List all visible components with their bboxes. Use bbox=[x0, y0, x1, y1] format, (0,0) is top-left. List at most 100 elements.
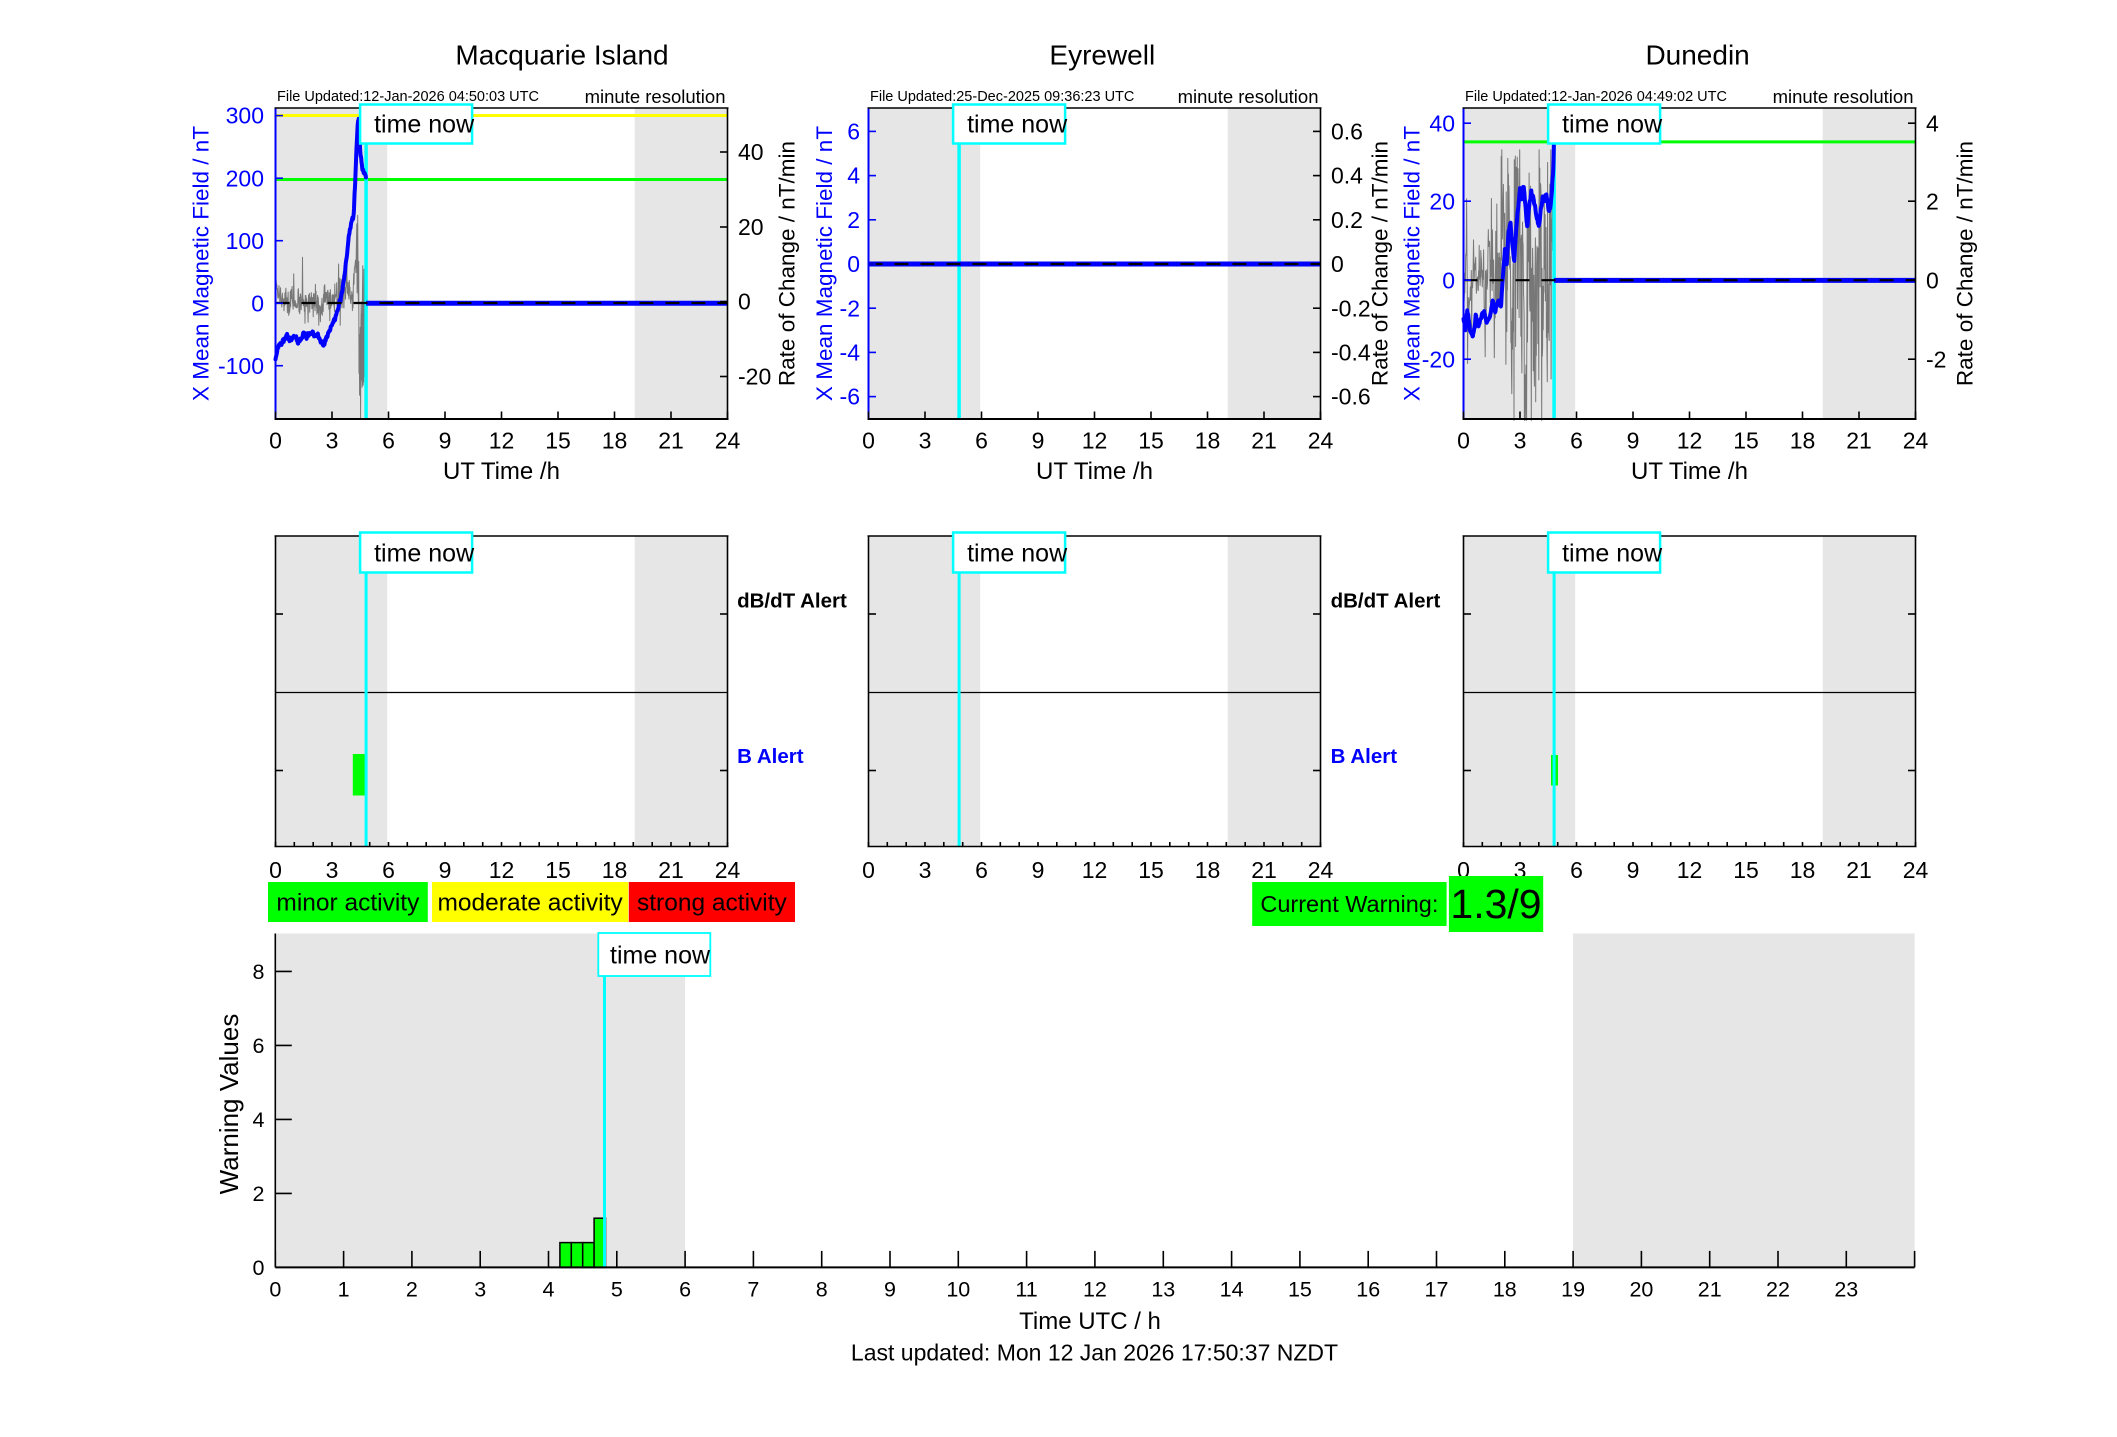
svg-text:12: 12 bbox=[489, 427, 515, 453]
svg-text:dB/dT Alert: dB/dT Alert bbox=[1331, 590, 1441, 613]
svg-text:0: 0 bbox=[862, 857, 875, 883]
svg-text:0: 0 bbox=[1331, 251, 1344, 277]
svg-text:6: 6 bbox=[847, 119, 860, 145]
svg-text:24: 24 bbox=[1308, 427, 1334, 453]
svg-text:0: 0 bbox=[251, 290, 264, 316]
svg-text:X Mean Magnetic Field / nT: X Mean Magnetic Field / nT bbox=[189, 126, 214, 401]
svg-text:1: 1 bbox=[338, 1278, 350, 1302]
svg-text:moderate activity: moderate activity bbox=[438, 890, 624, 917]
svg-text:Warning Values: Warning Values bbox=[214, 1014, 244, 1195]
svg-text:4: 4 bbox=[847, 163, 860, 189]
svg-text:18: 18 bbox=[1790, 427, 1816, 453]
svg-text:6: 6 bbox=[253, 1034, 265, 1058]
svg-text:B Alert: B Alert bbox=[737, 745, 804, 768]
svg-text:15: 15 bbox=[545, 427, 571, 453]
svg-text:18: 18 bbox=[602, 427, 628, 453]
svg-text:minute resolution: minute resolution bbox=[1773, 86, 1914, 107]
svg-text:9: 9 bbox=[1032, 857, 1045, 883]
svg-text:0: 0 bbox=[253, 1256, 265, 1280]
svg-text:File Updated:12-Jan-2026 04:49: File Updated:12-Jan-2026 04:49:02 UTC bbox=[1465, 89, 1727, 105]
svg-text:Macquarie Island: Macquarie Island bbox=[455, 40, 668, 71]
svg-text:5: 5 bbox=[611, 1278, 623, 1302]
svg-text:-0.2: -0.2 bbox=[1331, 295, 1371, 321]
svg-text:0: 0 bbox=[738, 289, 751, 315]
svg-text:minute resolution: minute resolution bbox=[1178, 86, 1319, 107]
svg-text:4: 4 bbox=[253, 1108, 265, 1132]
svg-text:14: 14 bbox=[1220, 1278, 1244, 1302]
svg-text:6: 6 bbox=[1570, 857, 1583, 883]
svg-text:15: 15 bbox=[545, 857, 571, 883]
svg-text:4: 4 bbox=[1926, 110, 1939, 136]
svg-text:Current Warning:: Current Warning: bbox=[1260, 891, 1438, 917]
svg-text:12: 12 bbox=[1082, 857, 1108, 883]
svg-text:20: 20 bbox=[1429, 188, 1455, 214]
svg-text:6: 6 bbox=[975, 427, 988, 453]
svg-text:minute resolution: minute resolution bbox=[585, 86, 726, 107]
svg-text:18: 18 bbox=[1493, 1278, 1517, 1302]
svg-text:B Alert: B Alert bbox=[1331, 745, 1398, 768]
svg-text:-100: -100 bbox=[218, 353, 264, 379]
svg-text:3: 3 bbox=[919, 857, 932, 883]
svg-text:15: 15 bbox=[1733, 427, 1759, 453]
svg-text:200: 200 bbox=[226, 165, 264, 191]
svg-text:0.6: 0.6 bbox=[1331, 119, 1363, 145]
svg-text:15: 15 bbox=[1138, 857, 1164, 883]
svg-text:3: 3 bbox=[919, 427, 932, 453]
svg-text:time now: time now bbox=[374, 111, 475, 139]
svg-text:-0.4: -0.4 bbox=[1331, 340, 1371, 366]
svg-text:2: 2 bbox=[253, 1182, 265, 1206]
svg-text:time now: time now bbox=[967, 540, 1068, 568]
svg-text:X Mean Magnetic Field / nT: X Mean Magnetic Field / nT bbox=[1400, 126, 1425, 401]
svg-text:12: 12 bbox=[1677, 857, 1703, 883]
svg-text:24: 24 bbox=[1308, 857, 1334, 883]
svg-text:300: 300 bbox=[226, 103, 264, 129]
svg-text:11: 11 bbox=[1015, 1278, 1037, 1302]
svg-text:-2: -2 bbox=[1926, 346, 1946, 372]
svg-text:3: 3 bbox=[474, 1278, 486, 1302]
svg-text:6: 6 bbox=[679, 1278, 691, 1302]
svg-text:21: 21 bbox=[658, 427, 684, 453]
svg-text:13: 13 bbox=[1151, 1278, 1175, 1302]
svg-text:3: 3 bbox=[1514, 427, 1527, 453]
svg-text:2: 2 bbox=[1926, 188, 1939, 214]
svg-text:12: 12 bbox=[1083, 1278, 1107, 1302]
svg-text:time now: time now bbox=[967, 111, 1068, 139]
svg-text:18: 18 bbox=[1195, 427, 1221, 453]
svg-text:Rate of Change / nT/min: Rate of Change / nT/min bbox=[1368, 141, 1393, 386]
svg-text:21: 21 bbox=[658, 857, 684, 883]
svg-text:0: 0 bbox=[847, 251, 860, 277]
svg-text:24: 24 bbox=[1903, 857, 1929, 883]
svg-text:23: 23 bbox=[1834, 1278, 1858, 1302]
svg-text:Last updated: Mon 12 Jan 2026: Last updated: Mon 12 Jan 2026 17:50:37 N… bbox=[851, 1340, 1338, 1366]
svg-text:3: 3 bbox=[326, 857, 339, 883]
svg-text:6: 6 bbox=[1570, 427, 1583, 453]
svg-text:Time UTC / h: Time UTC / h bbox=[1019, 1308, 1161, 1335]
svg-text:9: 9 bbox=[1032, 427, 1045, 453]
svg-text:9: 9 bbox=[1627, 427, 1640, 453]
svg-text:-0.6: -0.6 bbox=[1331, 384, 1371, 410]
svg-text:-20: -20 bbox=[738, 364, 771, 390]
svg-text:time now: time now bbox=[1562, 540, 1663, 568]
svg-text:24: 24 bbox=[715, 857, 741, 883]
svg-text:40: 40 bbox=[1429, 110, 1455, 136]
svg-text:0: 0 bbox=[1926, 267, 1939, 293]
svg-text:-20: -20 bbox=[1422, 346, 1455, 372]
svg-text:1.3/9: 1.3/9 bbox=[1450, 881, 1541, 927]
svg-text:19: 19 bbox=[1561, 1278, 1585, 1302]
svg-text:9: 9 bbox=[884, 1278, 896, 1302]
svg-text:16: 16 bbox=[1356, 1278, 1380, 1302]
svg-text:9: 9 bbox=[439, 857, 452, 883]
svg-text:12: 12 bbox=[1677, 427, 1703, 453]
svg-text:0: 0 bbox=[1442, 267, 1455, 293]
svg-text:dB/dT Alert: dB/dT Alert bbox=[737, 590, 847, 613]
svg-text:-6: -6 bbox=[840, 384, 860, 410]
svg-text:3: 3 bbox=[326, 427, 339, 453]
svg-text:0: 0 bbox=[862, 427, 875, 453]
svg-text:-4: -4 bbox=[840, 340, 861, 366]
svg-text:time now: time now bbox=[1562, 111, 1663, 139]
svg-text:File Updated:25-Dec-2025 09:36: File Updated:25-Dec-2025 09:36:23 UTC bbox=[870, 89, 1134, 105]
svg-text:0: 0 bbox=[1457, 427, 1470, 453]
svg-text:strong activity: strong activity bbox=[637, 890, 788, 917]
svg-text:15: 15 bbox=[1138, 427, 1164, 453]
svg-text:UT Time /h: UT Time /h bbox=[1036, 458, 1153, 485]
